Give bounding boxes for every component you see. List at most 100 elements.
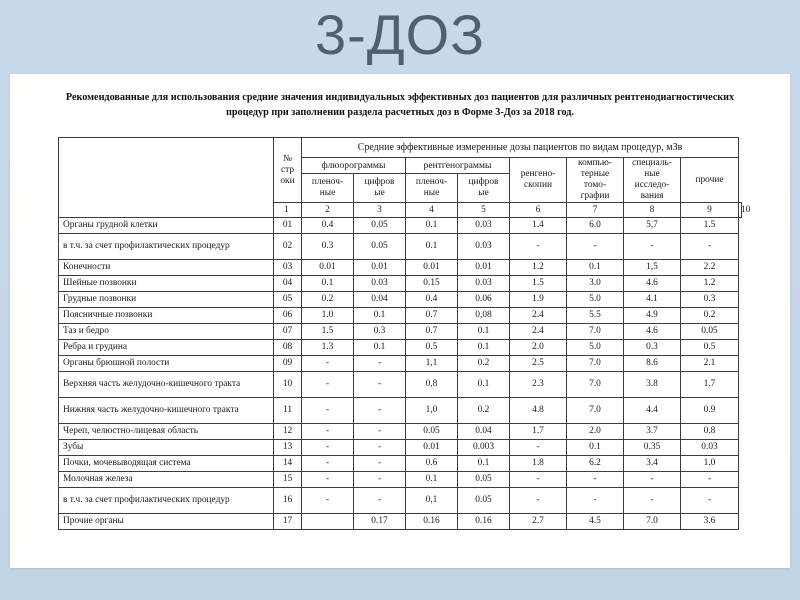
cell-value: - [353,371,406,398]
header-special-l2: ные [644,169,660,179]
row-label: Таз и бедро [58,323,274,340]
row-label: Поясничные позвонки [58,307,274,324]
row-number: 17 [273,513,302,530]
cell-value: 0.5 [680,339,739,356]
cell-value: 0.1 [457,371,510,398]
cell-value: 1,0 [405,397,458,424]
cell-value: 1.2 [680,275,739,292]
cell-value: - [353,355,406,372]
col-index-4: 4 [405,202,458,218]
row-label: Череп, челюстно-лицевая область [58,423,274,440]
header-span-all: Средние эффективные измеренные дозы паци… [301,137,739,158]
cell-value: 0.1 [353,339,406,356]
cell-value: - [301,355,354,372]
table-caption-line2: рентгенодиагностических процедур при зап… [225,92,735,118]
cell-value: 0.03 [457,217,510,234]
cell-value: 4.1 [623,291,681,308]
cell-value: 0.8 [680,423,739,440]
header-fluoro-film-l2: ные [319,188,336,198]
table-row: Ребра и грудина 08 1.3 0.1 0.5 0.1 2.0 5.0 0.3 0.… [58,339,742,356]
cell-value: 1.4 [509,217,567,234]
row-label: в т.ч. за счет профилактических процедур [58,487,274,514]
header-corner-blank [58,137,274,218]
row-number: 15 [273,471,302,488]
header-ct-l1: компью- [578,158,612,168]
column-index-row: 1 2 3 4 5 6 7 8 9 10 [59,202,750,218]
header-radio-film: пленоч- ные [405,173,458,203]
cell-value: 0.1 [457,339,510,356]
cell-value: 1.5 [509,275,567,292]
header-radio-digital: цифров ые [457,173,510,203]
cell-value: 3.8 [623,371,681,398]
header-ct-l2: терные [580,169,610,179]
cell-value: 0.1 [353,307,406,324]
cell-value: - [566,233,624,260]
table-caption-line1: Рекомендованные для использования средни… [65,92,612,103]
table-row: Молочная железа 15- -0.1 0.05- - - - [58,471,742,488]
header-other: прочие [680,157,739,203]
cell-value: - [353,487,406,514]
cell-value: 0.1 [457,323,510,340]
cell-value: - [353,455,406,472]
header-radio-film-l2: ные [423,188,440,198]
cell-value: 0.2 [457,355,510,372]
cell-value: 0.4 [405,291,458,308]
table-row: Поясничные позвонки 06 1.0 0.1 0.7 0,08 2.4 5.5… [58,307,742,324]
row-number: 13 [273,439,302,456]
row-label: Верхняя часть желудочно-кишечного тракта [58,371,274,398]
row-label: Органы грудной клетки [58,217,274,234]
row-label: Нижняя часть желудочно-кишечного тракта [58,397,274,424]
row-label: Шейные позвонки [58,275,274,292]
cell-value: 0.05 [680,323,739,340]
header-row-number-l1: № [283,153,292,164]
cell-value: - [301,371,354,398]
cell-value: 0.06 [457,291,510,308]
row-label: Конечности [58,259,274,276]
cell-value: 0.05 [457,487,510,514]
cell-value: - [301,471,354,488]
cell-value: 0.2 [457,397,510,424]
cell-value: 1,1 [405,355,458,372]
cell-value: 1.7 [680,371,739,398]
cell-value: 7.0 [566,323,624,340]
cell-value: 0.01 [353,259,406,276]
header-special-l3: исследо- [634,180,670,190]
row-number: 03 [273,259,302,276]
cell-value: 1.5 [301,323,354,340]
col-index-6: 6 [509,202,567,218]
cell-value: 0.1 [566,439,624,456]
header-fluoroscopy: ренгено- скопии [509,157,567,203]
page-title: 3-ДОЗ [314,3,486,66]
cell-value: 1.5 [680,217,739,234]
cell-value: 4.5 [566,513,624,530]
cell-value: 1.2 [509,259,567,276]
cell-value: 4.9 [623,307,681,324]
row-label: Грудные позвонки [58,291,274,308]
header-radio-film-l1: пленоч- [415,177,448,187]
cell-value: 1,5 [623,259,681,276]
header-fluoro-film-l1: пленоч- [311,177,344,187]
row-label: Прочие органы [58,513,274,530]
cell-value: 5.0 [566,339,624,356]
cell-value: - [353,439,406,456]
header-fluoro-film: пленоч- ные [301,173,354,203]
cell-value: 3.7 [623,423,681,440]
table-row: Грудные позвонки 05 0.2 0.04 0.4 0.06 1.9 5.0 4.… [58,291,742,308]
header-special-l1: специаль- [632,158,672,168]
table-row: Нижняя часть желудочно-кишечного тракта 1… [58,397,742,424]
cell-value: - [353,471,406,488]
cell-value: 2.4 [509,307,567,324]
cell-value: - [623,471,681,488]
table-row: Зубы 13- -0.01 0.003-0.1 0.35 0.03 [58,439,742,456]
cell-value: 0.1 [301,275,354,292]
cell-value: 1.3 [301,339,354,356]
cell-value: 2.0 [566,423,624,440]
header-row-number: № стр оки [273,137,302,203]
cell-value: 0.16 [457,513,510,530]
col-index-8: 8 [623,202,681,218]
cell-value: 1.8 [509,455,567,472]
table-row: Почки, мочевыводящая система 14- -0.6 0.1 1.… [58,455,742,472]
content-card: Рекомендованные для использования средни… [10,74,790,568]
cell-value: - [509,471,567,488]
cell-value: 0.1 [566,259,624,276]
